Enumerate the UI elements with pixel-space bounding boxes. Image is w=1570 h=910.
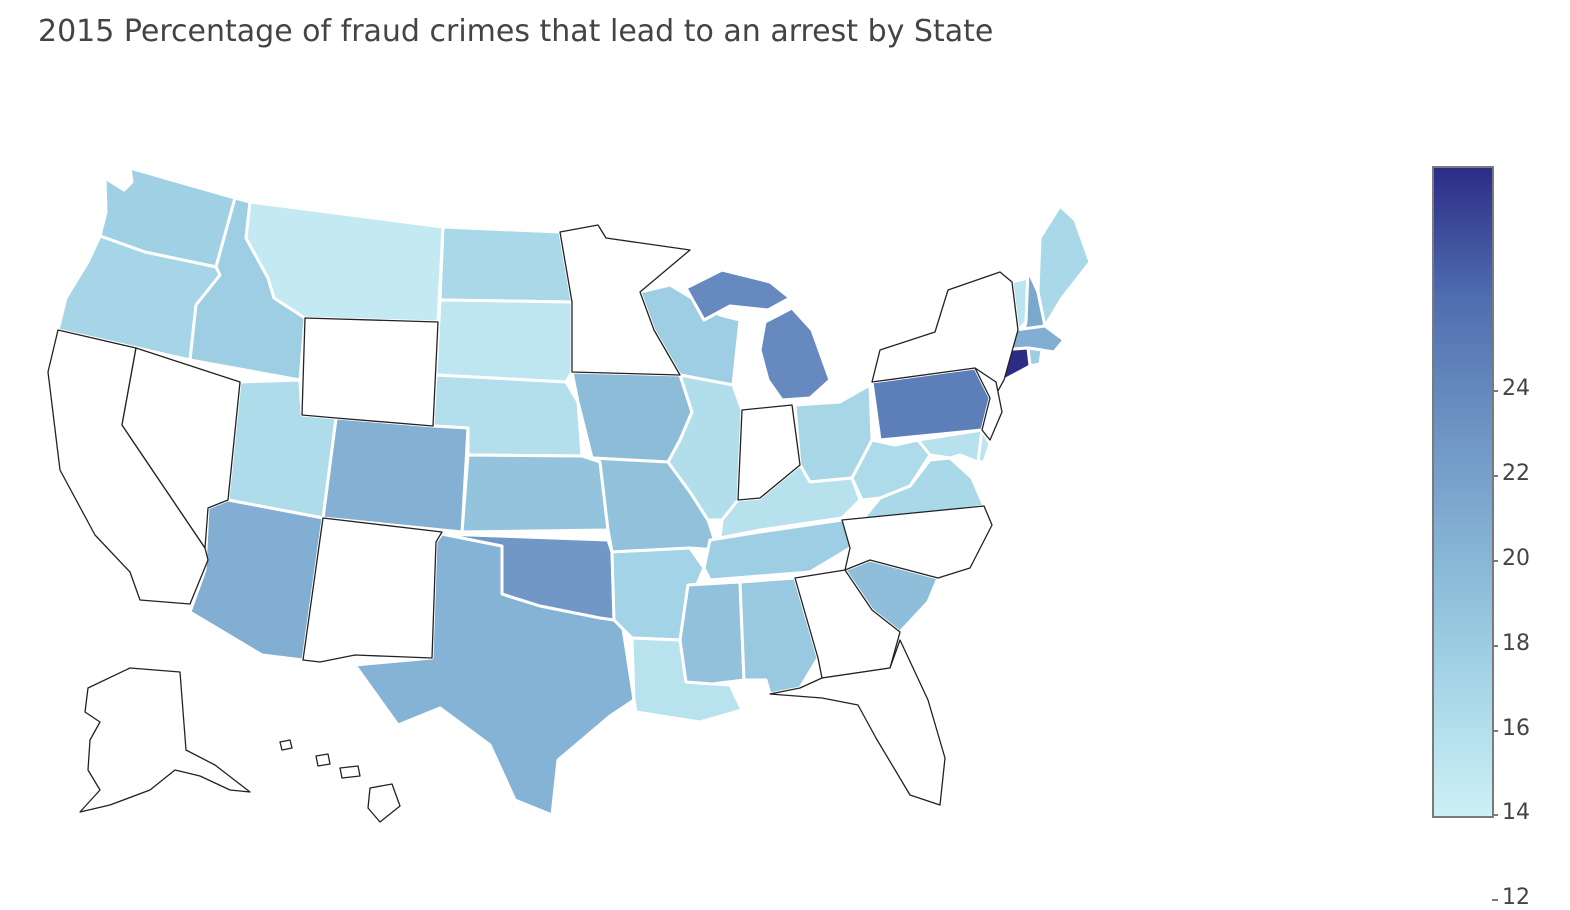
state-me[interactable] <box>1036 204 1092 328</box>
colorbar: 24 22 20 18 16 14 12 <box>1432 166 1530 910</box>
state-in[interactable] <box>737 404 801 501</box>
state-wy[interactable] <box>301 317 439 427</box>
colorbar-tick-label: 22 <box>1502 461 1530 486</box>
colorbar-tickmark <box>1492 560 1498 562</box>
state-nc[interactable] <box>841 505 993 579</box>
state-ga[interactable] <box>794 569 901 679</box>
state-az[interactable] <box>188 498 325 662</box>
colorbar-tick-label: 20 <box>1502 546 1530 571</box>
state-nj[interactable] <box>974 367 1003 441</box>
colorbar-gradient <box>1432 166 1494 818</box>
colorbar-tick-label: 16 <box>1502 716 1530 741</box>
colorbar-tick-label: 12 <box>1502 885 1530 910</box>
colorbar-tick-label: 18 <box>1502 631 1530 656</box>
state-ak[interactable] <box>79 667 251 813</box>
state-de[interactable] <box>976 428 992 464</box>
state-fl[interactable] <box>769 639 946 806</box>
state-co[interactable] <box>321 416 470 534</box>
colorbar-tick-label: 24 <box>1502 376 1530 401</box>
state-il[interactable] <box>666 373 744 522</box>
colorbar-tickmark <box>1492 899 1498 901</box>
state-nm[interactable] <box>302 517 443 663</box>
state-nv[interactable] <box>121 347 241 549</box>
colorbar-tickmark <box>1492 730 1498 732</box>
chart-title: 2015 Percentage of fraud crimes that lea… <box>38 14 994 49</box>
colorbar-tickmark <box>1492 390 1498 392</box>
state-sd[interactable] <box>434 298 574 384</box>
colorbar-tick-label: 14 <box>1502 800 1530 825</box>
colorbar-tickmark <box>1492 475 1498 477</box>
state-nd[interactable] <box>438 225 574 304</box>
state-ks[interactable] <box>460 453 610 534</box>
border-detail <box>438 226 445 301</box>
colorbar-tickmark <box>1492 814 1498 816</box>
state-hi[interactable] <box>279 739 401 823</box>
state-mn[interactable] <box>559 224 691 376</box>
state-mi[interactable] <box>684 268 832 402</box>
colorbar-tickmark <box>1492 645 1498 647</box>
us-choropleth-map[interactable] <box>0 0 1570 884</box>
state-ms[interactable] <box>678 580 746 686</box>
